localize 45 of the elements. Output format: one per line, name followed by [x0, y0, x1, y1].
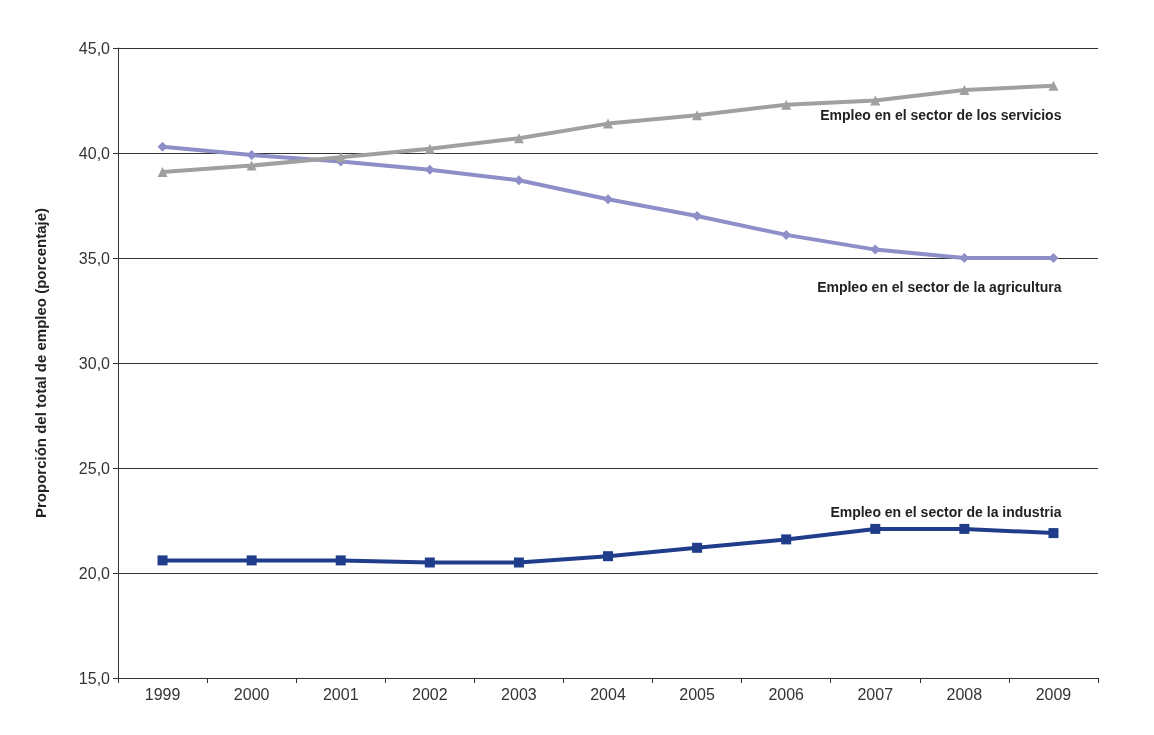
- point: [246, 555, 257, 566]
- point: [424, 143, 435, 154]
- point: [959, 85, 970, 95]
- y-tick-label: 30,0: [78, 354, 111, 372]
- point: [424, 557, 435, 568]
- point: [1048, 80, 1059, 91]
- x-tick-label: 2000: [233, 685, 270, 703]
- point: [246, 160, 257, 171]
- x-tick-label: 1999: [144, 685, 181, 703]
- y-tick-label: 45,0: [78, 39, 111, 57]
- point: [1048, 528, 1059, 539]
- x-tick-label: 2006: [768, 685, 805, 703]
- x-tick-label: 2002: [412, 685, 448, 703]
- series-label: Empleo en el sector de la industria: [830, 504, 1062, 521]
- y-tick-label: 40,0: [78, 144, 111, 162]
- y-tick-label: 35,0: [78, 249, 111, 267]
- point: [603, 551, 613, 562]
- x-tick-label: 2007: [857, 685, 894, 703]
- point: [870, 95, 881, 106]
- x-tick-label: 2004: [590, 685, 626, 703]
- point: [335, 152, 346, 163]
- series-label: Empleo en el sector de los servicios: [820, 106, 1062, 123]
- point: [335, 555, 346, 566]
- point: [781, 534, 792, 545]
- y-axis-title: Proporción del total de empleo (porcentaje): [32, 207, 49, 519]
- point: [781, 99, 792, 110]
- point: [513, 133, 524, 144]
- point: [513, 557, 524, 568]
- point: [157, 166, 168, 177]
- point: [603, 194, 613, 205]
- x-tick-label: 2003: [501, 685, 537, 703]
- x-tick-label: 2005: [679, 685, 715, 703]
- point: [692, 542, 703, 553]
- y-tick-label: 25,0: [78, 459, 111, 477]
- point: [603, 118, 613, 129]
- x-tick-label: 2008: [946, 685, 983, 703]
- point: [157, 555, 168, 566]
- x-tick-label: 2009: [1035, 685, 1072, 703]
- point: [692, 110, 703, 121]
- series-label: Empleo en el sector de la agricultura: [817, 279, 1062, 295]
- point: [959, 523, 970, 534]
- x-tick-label: 2001: [322, 685, 359, 703]
- y-tick-label: 15,0: [78, 669, 111, 687]
- point: [870, 523, 881, 534]
- y-tick-label: 20,0: [78, 564, 111, 582]
